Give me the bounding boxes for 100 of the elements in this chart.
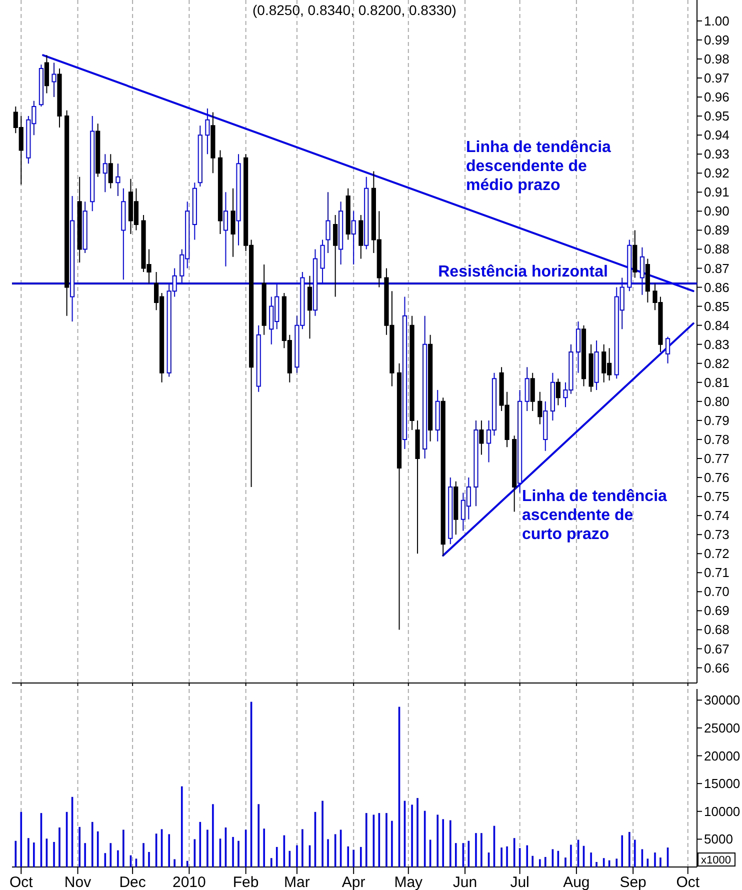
candlestick xyxy=(192,182,197,240)
candlestick xyxy=(108,154,113,189)
candlestick xyxy=(364,176,369,250)
annotation: Linha de tendência ascendente de curto prazo xyxy=(522,488,668,543)
candlestick xyxy=(256,324,261,392)
y-tick-label: 0.82 xyxy=(704,356,730,371)
ref-line-label: Resistência horizontal xyxy=(438,263,608,280)
candlestick xyxy=(338,201,344,265)
y-tick-label: 10000 xyxy=(704,804,740,819)
candlestick xyxy=(524,366,530,412)
x-tick-label: Aug xyxy=(563,874,590,890)
candlestick xyxy=(198,125,202,187)
candlestick xyxy=(422,315,428,460)
candlestick xyxy=(64,110,70,316)
candlestick xyxy=(594,340,599,391)
y-tick-label: 0.69 xyxy=(704,603,730,618)
candlestick xyxy=(581,324,586,387)
candlestick xyxy=(44,54,50,94)
y-tick-label: 0.91 xyxy=(704,184,730,200)
candlestick xyxy=(326,192,330,254)
y-tick-label: 0.80 xyxy=(704,394,730,409)
y-tick-label: 0.77 xyxy=(704,451,730,466)
y-tick-label: 0.95 xyxy=(704,108,730,124)
y-tick-label: 0.73 xyxy=(704,527,730,542)
y-tick-label: 0.99 xyxy=(704,32,730,48)
x-tick-label: Oct xyxy=(9,874,34,890)
x-tick-label: Sep xyxy=(620,874,646,890)
x-tick-label: Mar xyxy=(284,874,310,890)
chart-title: (0.8250, 0.8340, 0.8200, 0.8330) xyxy=(252,2,456,18)
y-tick-label: 0.79 xyxy=(704,412,730,428)
candlestick xyxy=(236,154,241,246)
candlestick xyxy=(550,372,555,421)
candlestick xyxy=(556,378,560,406)
annotation: Linha de tendência descendente de médio prazo xyxy=(466,139,612,194)
y-tick-label: 25000 xyxy=(704,720,740,736)
candlestick xyxy=(435,390,440,442)
candlestick xyxy=(210,112,216,174)
x-tick-label: Apr xyxy=(342,874,366,890)
candlestick xyxy=(351,210,356,265)
y-tick-label: 0.93 xyxy=(704,146,730,162)
x-tick-label: Dec xyxy=(119,874,146,890)
y-tick-label: 0.90 xyxy=(704,204,730,219)
y-tick-label: 0.97 xyxy=(704,70,730,86)
candlestick xyxy=(440,397,446,556)
y-tick-label: 0.70 xyxy=(704,584,730,600)
y-tick-label: 0.72 xyxy=(704,546,730,562)
candlestick xyxy=(632,230,638,278)
y-tick-label: 0.84 xyxy=(704,318,730,333)
candlestick xyxy=(307,275,312,340)
candlestick xyxy=(116,163,120,196)
candlestick xyxy=(474,420,478,507)
candlestick xyxy=(96,123,100,178)
candlestick xyxy=(543,400,548,452)
text: x1000 xyxy=(701,854,731,866)
y-tick-label: 0.92 xyxy=(704,166,730,181)
candlestick xyxy=(645,258,650,303)
candlestick xyxy=(396,362,402,630)
candlestick xyxy=(576,321,581,374)
candlestick xyxy=(346,188,350,240)
y-tick-label: 30000 xyxy=(704,692,740,708)
y-tick-label: 0.76 xyxy=(704,470,730,486)
y-tick-label: 0.86 xyxy=(704,280,730,295)
y-tick-label: 0.67 xyxy=(704,641,730,656)
candlestick xyxy=(57,68,62,128)
x-tick-label: Feb xyxy=(232,874,259,890)
candlestick xyxy=(448,477,453,545)
x-tick-label: May xyxy=(394,874,424,890)
x-tick-label: 2010 xyxy=(172,874,206,890)
candlestick xyxy=(665,336,670,364)
y-tick-label: 0.83 xyxy=(704,336,730,352)
x-tick-label: Oct xyxy=(676,874,700,890)
y-tick-label: 0.94 xyxy=(704,128,730,143)
candlestick xyxy=(415,420,420,554)
x-tick-label: Jun xyxy=(452,874,478,890)
candlestick xyxy=(479,420,484,456)
y-tick-label: 1.00 xyxy=(704,13,730,28)
candlestick xyxy=(538,391,542,425)
candlestick xyxy=(52,62,56,98)
y-tick-label: 0.87 xyxy=(704,260,730,276)
candlestick xyxy=(82,201,88,254)
candlestick xyxy=(402,296,408,450)
candlestick xyxy=(358,214,364,260)
y-tick-label: 0.88 xyxy=(704,242,730,257)
candlestick xyxy=(518,390,522,494)
y-tick-label: 20000 xyxy=(704,748,740,764)
candlestick xyxy=(333,214,338,298)
candlestick xyxy=(38,64,44,108)
x-tick-label: Jul xyxy=(510,874,530,890)
y-tick-label: 0.96 xyxy=(704,90,730,105)
candlestick xyxy=(90,116,95,212)
candlestick xyxy=(121,188,126,280)
y-tick-label: 0.68 xyxy=(704,622,730,638)
y-tick-label: 0.81 xyxy=(704,374,730,390)
candlestick xyxy=(205,108,210,155)
candlestick xyxy=(230,188,236,258)
y-tick-label: 0.75 xyxy=(704,489,730,504)
candlestick xyxy=(512,435,517,512)
y-tick-label: 0.89 xyxy=(704,222,730,238)
y-tick-label: 0.74 xyxy=(704,508,730,524)
candlestick xyxy=(428,334,433,442)
